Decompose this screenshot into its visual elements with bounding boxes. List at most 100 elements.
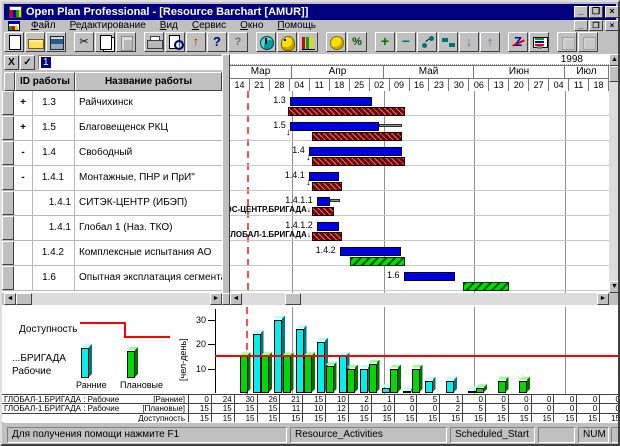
gantt-bar-float[interactable]: [329, 199, 340, 202]
row-header[interactable]: [2, 166, 14, 190]
expand-toggle[interactable]: [14, 191, 33, 215]
sort-z-button[interactable]: Z: [508, 32, 528, 52]
week-17: 11: [569, 78, 590, 91]
expand-toggle[interactable]: -: [14, 166, 33, 190]
percent-button[interactable]: %: [347, 32, 367, 52]
child-restore-button[interactable]: ❐: [589, 20, 603, 31]
chart-hscrollbar[interactable]: ◄ ►: [230, 293, 609, 305]
resource-view-button[interactable]: [277, 32, 297, 52]
row-header[interactable]: [2, 91, 14, 115]
edit-accept-button[interactable]: ✓: [20, 55, 35, 70]
chart-vscrollbar[interactable]: ▲ ▼: [609, 54, 618, 293]
gantt-bar-early[interactable]: [316, 197, 330, 206]
move-down-button[interactable]: ↓: [459, 32, 479, 52]
scroll-down-icon[interactable]: ▼: [609, 281, 618, 293]
gantt-bar-early[interactable]: [289, 122, 379, 131]
table-row[interactable]: +1.5 Благовещенск РКЦ: [2, 116, 222, 141]
cost-button[interactable]: [326, 32, 346, 52]
link-activities-button[interactable]: [417, 32, 437, 52]
expand-toggle[interactable]: -: [14, 141, 33, 165]
gantt-bar-early[interactable]: [308, 172, 339, 181]
add-activity-button[interactable]: +: [375, 32, 395, 52]
expand-toggle[interactable]: [14, 241, 33, 265]
gantt-bar-early[interactable]: [403, 272, 456, 281]
close-button[interactable]: ×: [605, 6, 618, 18]
splitter-vertical[interactable]: [222, 54, 230, 305]
gantt-bar-early[interactable]: [339, 247, 402, 256]
table-hscroll-thumb[interactable]: [16, 293, 32, 305]
child-close-button[interactable]: ×: [605, 20, 618, 31]
gantt-bar-baseline[interactable]: [311, 182, 342, 191]
restore-button[interactable]: ❐: [589, 6, 603, 18]
minimize-button[interactable]: _: [574, 6, 588, 18]
gantt-bar-early[interactable]: [308, 147, 402, 156]
scroll-left-icon[interactable]: ◄: [4, 293, 16, 305]
scroll-left-icon[interactable]: ◄: [230, 293, 242, 305]
gantt-bar-baseline[interactable]: [287, 107, 406, 116]
table-row[interactable]: -1.4.1 Монтажные, ПНР и ПрИ": [2, 166, 222, 191]
table-row[interactable]: 1.4.1 СИТЭК-ЦЕНТР (ИБЭП): [2, 191, 222, 216]
time-scale-button[interactable]: [256, 32, 276, 52]
scroll-right-icon[interactable]: ►: [597, 293, 609, 305]
new-button[interactable]: [4, 32, 24, 52]
table-row[interactable]: 1.4.1 Глобал 1 (Наз. ТКО): [2, 216, 222, 241]
cut-button[interactable]: ✂: [74, 32, 94, 52]
copy-button[interactable]: [95, 32, 115, 52]
table-row[interactable]: +1.3 Райчихинск: [2, 91, 222, 116]
scroll-right-icon[interactable]: ►: [210, 293, 222, 305]
scroll-up-icon[interactable]: ▲: [609, 54, 618, 66]
expand-toggle[interactable]: [14, 216, 33, 240]
table-header-name: Название работы: [75, 72, 222, 91]
move-up-button[interactable]: ↑: [480, 32, 500, 52]
document-icon[interactable]: [8, 21, 20, 31]
row-header[interactable]: [2, 266, 14, 290]
scrollbar-divider[interactable]: [222, 293, 230, 305]
edit-cancel-button[interactable]: X: [4, 55, 19, 70]
gantt-bar-early[interactable]: [289, 97, 372, 106]
table-hscrollbar[interactable]: ◄ ►: [4, 293, 222, 305]
row-header[interactable]: [2, 116, 14, 140]
gantt-bar-baseline[interactable]: [311, 232, 342, 241]
activity-id: 1.4.2: [33, 241, 75, 265]
row-header[interactable]: [2, 241, 14, 265]
row-header[interactable]: [2, 191, 14, 215]
table-row[interactable]: 1.6 Опытная эксплатация сегмента: [2, 266, 222, 291]
table-row[interactable]: -1.4 Свободный: [2, 141, 222, 166]
menu-window[interactable]: Окно: [240, 20, 264, 31]
gantt-bar-late[interactable]: [463, 282, 510, 291]
app-icon[interactable]: [9, 6, 22, 18]
expand-toggle[interactable]: +: [14, 91, 33, 115]
early-bar-face: [317, 341, 325, 393]
link-bars-button[interactable]: [438, 32, 458, 52]
menu-tools[interactable]: Сервис: [191, 20, 227, 31]
help-button[interactable]: ?: [207, 32, 227, 52]
histogram-view-button[interactable]: [298, 32, 318, 52]
gantt-bar-baseline[interactable]: [311, 157, 405, 166]
update-button[interactable]: ↑: [186, 32, 206, 52]
menu-view[interactable]: Вид: [159, 20, 178, 31]
open-button[interactable]: [25, 32, 45, 52]
gantt-bar-float[interactable]: [378, 124, 403, 127]
preview-button[interactable]: [165, 32, 185, 52]
child-minimize-button[interactable]: _: [574, 20, 588, 31]
cell-edit-input[interactable]: 1: [38, 55, 222, 70]
gantt-bar-early[interactable]: [316, 222, 339, 231]
resource-value: 15: [416, 413, 439, 423]
view-settings-button[interactable]: [529, 32, 549, 52]
expand-toggle[interactable]: +: [14, 116, 33, 140]
menu-help[interactable]: Помощь: [277, 20, 317, 31]
gantt-bar-late[interactable]: [349, 257, 405, 266]
save-button[interactable]: [46, 32, 66, 52]
menu-file[interactable]: Файл: [31, 20, 56, 31]
chart-hscroll-thumb[interactable]: [285, 293, 301, 305]
row-header[interactable]: [2, 216, 14, 240]
expand-toggle[interactable]: [14, 266, 33, 290]
delete-activity-button[interactable]: −: [396, 32, 416, 52]
gantt-bar-baseline[interactable]: [311, 132, 402, 141]
row-header[interactable]: [2, 141, 14, 165]
menu-edit[interactable]: Редактирование: [69, 20, 146, 31]
gantt-bar-baseline[interactable]: [311, 207, 334, 216]
chart-vscroll-thumb[interactable]: [609, 66, 618, 82]
table-row[interactable]: 1.4.2 Комплексные испытания АО: [2, 241, 222, 266]
print-button[interactable]: [144, 32, 164, 52]
